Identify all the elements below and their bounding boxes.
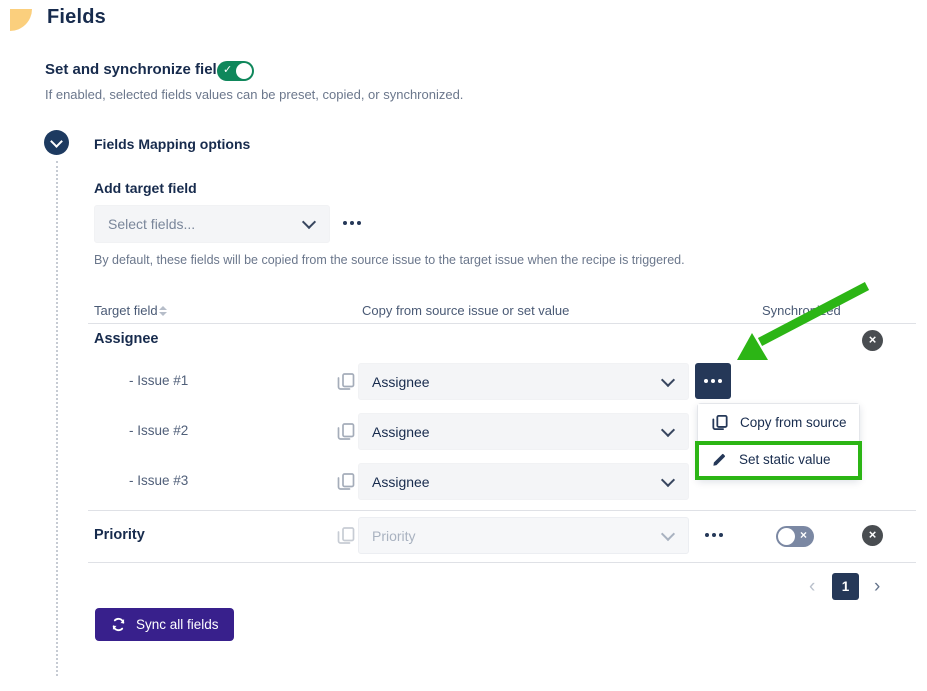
pagination-next-icon[interactable]: › (874, 576, 881, 597)
menu-item-copy-from-source[interactable]: Copy from source (698, 404, 859, 441)
value-select-value: Assignee (372, 423, 430, 440)
chevron-down-icon (301, 214, 317, 230)
section-guide-line (56, 161, 58, 676)
mapping-help-text: By default, these fields will be copied … (94, 253, 685, 267)
quarter-circle-icon (10, 9, 32, 31)
menu-item-set-static-value[interactable]: Set static value (698, 441, 859, 478)
value-select[interactable]: Assignee (358, 363, 689, 400)
add-target-field-label: Add target field (94, 180, 197, 196)
sync-all-fields-label: Sync all fields (136, 617, 219, 632)
menu-item-label: Set static value (739, 452, 831, 467)
field-group-assignee: Assignee (94, 331, 159, 347)
column-header-target-field: Target field (94, 303, 158, 318)
value-select-value: Priority (372, 527, 416, 544)
issue-row-label: - Issue #1 (129, 373, 189, 388)
menu-item-label: Copy from source (740, 415, 847, 430)
toggle-knob (778, 528, 795, 545)
pagination-prev-icon[interactable]: ‹ (809, 576, 816, 597)
copy-icon (337, 526, 355, 550)
row-more-options-button[interactable] (703, 533, 725, 537)
close-icon: × (868, 527, 877, 542)
divider (88, 510, 916, 511)
issue-row-label: - Issue #3 (129, 473, 189, 488)
close-icon: × (868, 332, 877, 347)
value-select-value: Assignee (372, 473, 430, 490)
sync-icon (110, 616, 127, 633)
copy-icon (337, 472, 355, 496)
page-title: Fields (47, 6, 106, 28)
remove-field-button[interactable]: × (862, 330, 883, 351)
divider (88, 562, 916, 563)
copy-icon (337, 372, 355, 396)
add-field-select-placeholder: Select fields... (108, 216, 196, 232)
more-options-icon (702, 379, 724, 383)
synchronized-toggle[interactable]: × (776, 526, 814, 547)
chevron-down-icon (660, 472, 676, 487)
sort-icon[interactable] (159, 306, 167, 316)
section-title: Fields Mapping options (94, 136, 251, 152)
chevron-down-icon (660, 526, 676, 541)
add-field-select[interactable]: Select fields... (94, 205, 330, 243)
check-icon: ✓ (223, 64, 233, 76)
chevron-down-icon (660, 422, 676, 437)
row-more-options-button[interactable] (695, 363, 731, 399)
issue-row-label: - Issue #2 (129, 423, 189, 438)
sync-all-fields-button[interactable]: Sync all fields (95, 608, 234, 641)
copy-icon (337, 422, 355, 446)
copy-icon (712, 414, 728, 431)
value-select-value: Assignee (372, 373, 430, 390)
pencil-icon (712, 452, 727, 467)
context-menu: Copy from source Set static value (697, 403, 860, 479)
collapse-section-button[interactable] (44, 130, 69, 155)
more-options-icon[interactable] (341, 221, 363, 225)
sync-fields-toggle[interactable]: ✓ (217, 61, 254, 81)
sync-fields-description: If enabled, selected fields values can b… (45, 87, 464, 102)
chevron-down-icon (660, 372, 676, 387)
toggle-knob (236, 63, 252, 79)
value-select[interactable]: Assignee (358, 463, 689, 500)
close-icon: × (799, 528, 807, 542)
column-header-copy-value: Copy from source issue or set value (362, 303, 570, 318)
value-select[interactable]: Assignee (358, 413, 689, 450)
chevron-down-icon (50, 135, 63, 148)
sync-fields-label: Set and synchronize fields (45, 61, 235, 78)
remove-field-button[interactable]: × (862, 525, 883, 546)
divider (88, 323, 916, 324)
field-group-priority: Priority (94, 527, 145, 543)
pagination-page-1[interactable]: 1 (832, 573, 859, 600)
column-header-synchronized: Synchronized (762, 303, 841, 318)
value-select-disabled: Priority (358, 517, 689, 554)
